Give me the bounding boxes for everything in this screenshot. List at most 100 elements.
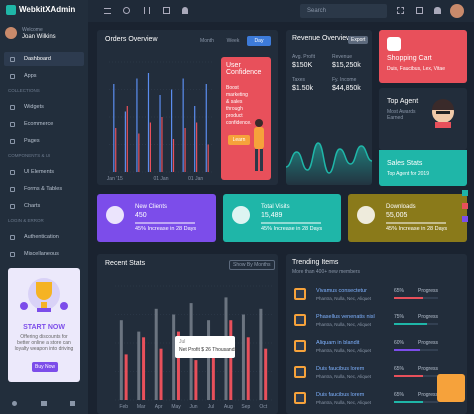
line	[286, 142, 372, 174]
confidence-title: User Confidence	[226, 62, 262, 76]
side-tab[interactable]	[462, 203, 468, 209]
fullscreen-icon[interactable]	[397, 7, 404, 14]
tab[interactable]: Week	[226, 38, 240, 44]
sales-card: Sales Stats Top Agent for 2019	[379, 150, 467, 186]
confidence-text: Boost marketing & sales through product …	[226, 85, 252, 126]
progress-bar	[394, 323, 427, 325]
bell-icon[interactable]	[182, 7, 188, 14]
x-tick-label: Jul	[208, 404, 214, 410]
menu-label: Ecommerce	[24, 121, 54, 127]
stat-note: 45% Increase in 28 Days	[261, 226, 323, 232]
bar	[207, 144, 209, 172]
menu-item[interactable]: Miscellaneous	[4, 247, 84, 261]
side-tab[interactable]	[462, 216, 468, 222]
x-tick-label: Jun	[189, 404, 197, 410]
recent-card: Recent Stats Show By Months Feb Mar Apr May…	[97, 254, 278, 414]
menu-toggle[interactable]	[104, 8, 111, 14]
progress-track	[394, 401, 438, 403]
progress-track	[394, 375, 438, 377]
promo-button[interactable]: Buy Now	[32, 362, 58, 372]
power-icon[interactable]	[70, 401, 75, 406]
item-percent: 65%	[394, 288, 405, 294]
card-title: Orders Overview	[105, 36, 158, 43]
learn-button[interactable]: Learn	[228, 135, 250, 145]
bar	[136, 78, 138, 172]
menu-item[interactable]: Ecommerce	[4, 117, 84, 131]
stat-bar	[386, 222, 446, 224]
menu-item[interactable]: Authentication	[4, 230, 84, 244]
bar	[147, 73, 150, 172]
mail-icon[interactable]	[41, 401, 47, 406]
bar	[124, 354, 128, 400]
bar	[172, 139, 175, 172]
chat-icon[interactable]	[123, 7, 130, 14]
menu-icon	[10, 105, 15, 110]
stat-label: Taxes	[292, 77, 306, 83]
bar	[142, 337, 146, 400]
progress-bar	[394, 401, 423, 403]
menu-item[interactable]: Pages	[4, 134, 84, 148]
menu-item[interactable]: UI Elements	[4, 165, 84, 179]
tooltip: Jul Net Profit $ 26 Thousands	[175, 336, 237, 358]
bar-chart: Jan '15 01 Jan 01 Jan	[107, 61, 213, 182]
stat-title: Total Visits	[261, 204, 290, 210]
bar	[176, 331, 180, 400]
chat-button[interactable]	[437, 374, 465, 402]
stat-note: 45% Increase in 28 Days	[135, 226, 197, 232]
stat-bar	[261, 222, 321, 224]
menu-icon	[10, 74, 15, 79]
item-icon	[294, 314, 306, 326]
tab[interactable]: Day	[247, 36, 271, 46]
tab[interactable]: Month	[200, 38, 214, 44]
apps-icon[interactable]	[416, 7, 423, 14]
item-status: Progress	[418, 288, 439, 294]
dropdown[interactable]: Show By Months	[229, 260, 275, 270]
menu-item[interactable]: Forms & Tables	[4, 182, 84, 196]
x-tick-label: Oct	[259, 404, 267, 410]
bar	[124, 111, 126, 172]
settings-icon[interactable]	[12, 401, 17, 406]
export-badge[interactable]: Export	[348, 36, 369, 44]
x-tick-label: 01 Jan	[153, 176, 168, 182]
menu-item[interactable]: Widgets	[4, 100, 84, 114]
bar	[259, 308, 263, 400]
menu-heading: COMPONENTS & UI	[8, 153, 51, 158]
notify-icon[interactable]	[434, 7, 441, 14]
menu-label: Miscellaneous	[24, 251, 59, 257]
bar	[172, 314, 176, 400]
stat-icon	[232, 206, 250, 224]
card-title: Shopping Cart	[387, 55, 432, 62]
item-tags: Phantra, Nulla, Nec, Aliquet	[316, 400, 372, 405]
bar	[137, 331, 141, 400]
menu-item[interactable]: Dashboard	[4, 52, 84, 66]
menu-label: Widgets	[24, 104, 44, 110]
menu-item[interactable]: Charts	[4, 199, 84, 213]
progress-bar	[394, 375, 423, 377]
agent-card: Top Agent Most Awards Earned	[379, 88, 467, 150]
menu-icon	[10, 187, 15, 192]
menu-label: Dashboard	[24, 56, 51, 62]
bar	[115, 128, 117, 172]
orders-card: Orders Overview Month Week Day User Confid…	[97, 30, 278, 185]
x-tick-label: Sep	[241, 404, 250, 410]
stat-note: 45% Increase in 28 Days	[386, 226, 448, 232]
menu-item[interactable]: Apps	[4, 69, 84, 83]
card-title: Trending Items	[292, 259, 339, 266]
search-box[interactable]: Search	[300, 4, 387, 18]
side-tab[interactable]	[462, 190, 468, 196]
item-name: Duis faucibus lorem	[316, 366, 365, 372]
x-tick-label: Apr	[155, 404, 163, 410]
bar	[229, 320, 233, 400]
bar	[138, 133, 140, 172]
avatar	[5, 27, 17, 39]
bar	[159, 348, 163, 400]
profile-avatar[interactable]	[450, 4, 464, 18]
flag-icon[interactable]	[144, 7, 150, 14]
card-subtitle: Most Awards Earned	[387, 109, 416, 121]
trophy	[20, 278, 68, 312]
item-tags: Phantra, Nulla, Nec, Aliquet	[316, 296, 372, 301]
menu-label: Charts	[24, 203, 41, 209]
logo-icon	[6, 5, 16, 15]
stat-label: Fy. Income	[332, 77, 357, 83]
grid-icon[interactable]	[163, 7, 170, 14]
